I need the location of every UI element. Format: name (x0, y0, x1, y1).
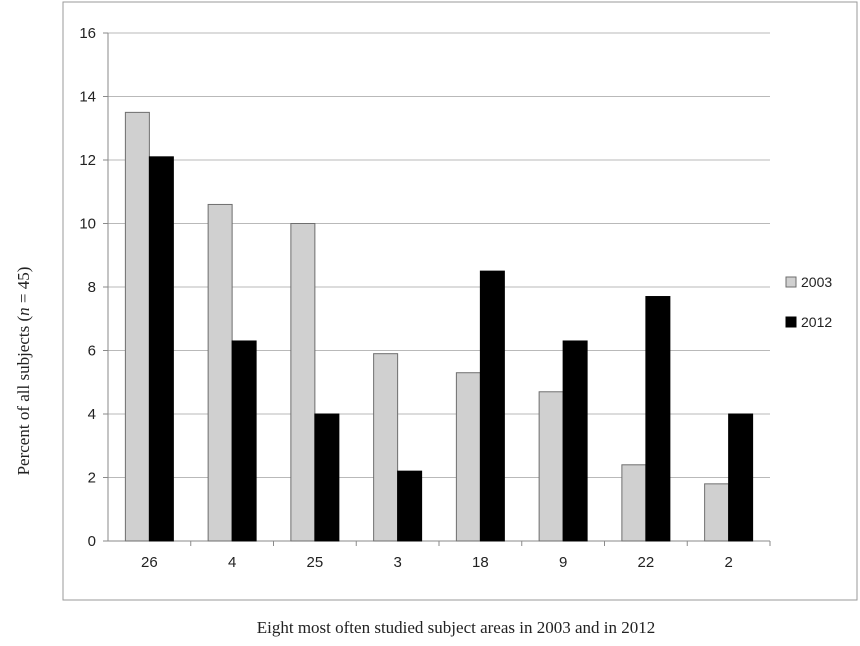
y-tick-label: 16 (79, 25, 96, 42)
bar-2003-18 (455, 372, 481, 542)
bar-2003-25 (290, 223, 316, 542)
bar-2012-22 (645, 296, 671, 542)
x-tick-label: 9 (559, 554, 567, 571)
y-tick-label: 2 (88, 470, 96, 487)
bar-2012-25 (314, 413, 340, 542)
y-axis-title-part-1: Percent of all subjects ( (14, 316, 33, 476)
x-tick-label: 22 (638, 554, 655, 571)
legend-swatch-2003 (785, 276, 797, 288)
bar-2012-9 (562, 340, 588, 542)
x-axis-title: Eight most often studied subject areas i… (257, 618, 656, 637)
y-axis-title: Percent of all subjects (n = 45) (14, 267, 33, 476)
bars (124, 111, 754, 542)
y-tick-label: 6 (88, 343, 96, 360)
bar-2003-26 (124, 111, 150, 542)
y-axis-title-n: n (14, 307, 33, 316)
bar-2012-18 (479, 270, 505, 542)
bar-2003-2 (704, 483, 730, 542)
y-tick-label: 4 (88, 406, 96, 423)
y-axis-title-part-2: = 45) (14, 267, 33, 308)
legend-label-2012: 2012 (801, 314, 832, 330)
bar-2012-26 (148, 156, 174, 542)
bar-2012-2 (728, 413, 754, 542)
y-tick-label: 14 (79, 89, 96, 106)
x-tick-label: 2 (724, 554, 732, 571)
y-tick-label: 8 (88, 279, 96, 296)
legend-label-2003: 2003 (801, 274, 832, 290)
bar-2003-3 (373, 353, 399, 542)
x-tick-label: 25 (307, 554, 324, 571)
x-tick-label: 18 (472, 554, 489, 571)
bar-2003-4 (207, 203, 233, 542)
y-tick-label: 0 (88, 533, 96, 550)
x-tick-label: 4 (228, 554, 236, 571)
bar-2012-3 (397, 470, 423, 542)
legend: 2003 2012 (785, 274, 832, 330)
y-tick-label: 10 (79, 216, 96, 233)
x-tick-label: 26 (141, 554, 158, 571)
x-tick-label: 3 (393, 554, 401, 571)
legend-swatch-2012 (785, 316, 797, 328)
bar-2003-22 (621, 464, 647, 542)
bar-2003-9 (538, 391, 564, 542)
bar-2012-4 (231, 340, 257, 542)
y-tick-label: 12 (79, 152, 96, 169)
